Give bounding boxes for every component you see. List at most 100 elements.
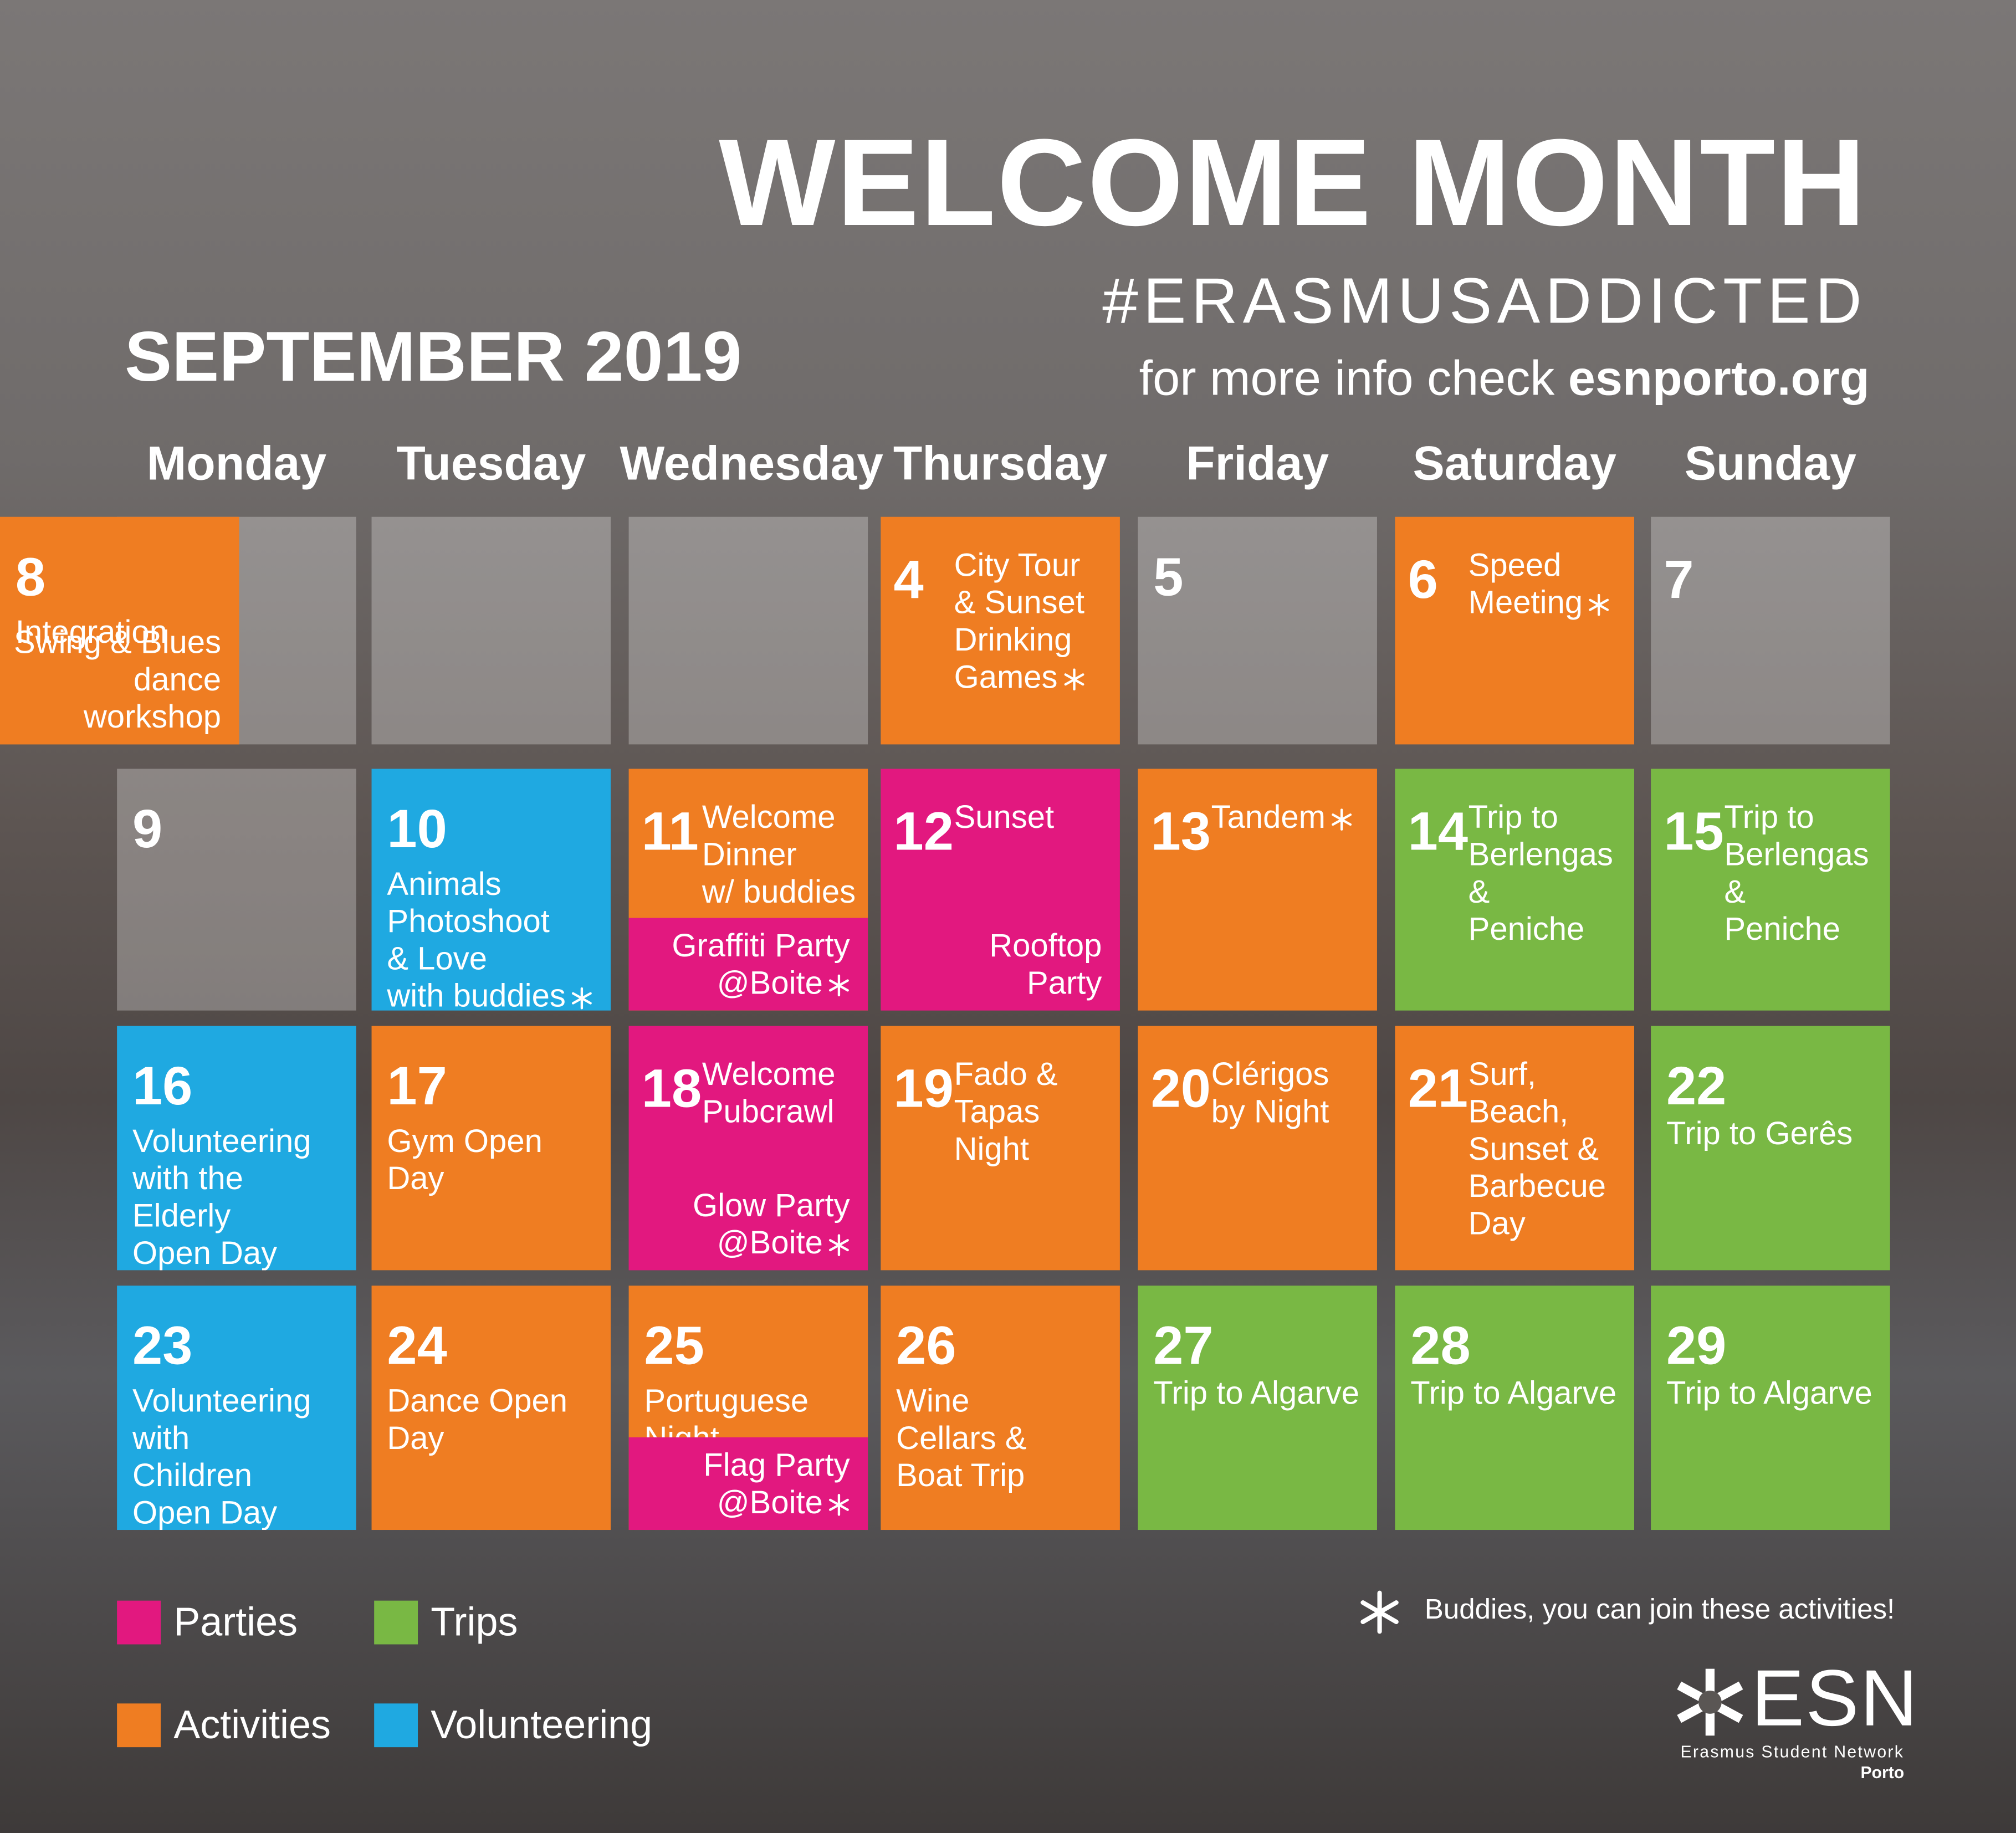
day-cell[interactable]: 7: [1651, 516, 1890, 745]
buddy-icon: [828, 1233, 849, 1256]
day-cell[interactable]: 28 Trip to Algarve: [1395, 1286, 1634, 1530]
event-text: Sunset: [954, 800, 1055, 836]
event-text: Glow Party @Boite: [692, 1187, 850, 1262]
event: Welcome Dinner w/ buddies: [702, 800, 868, 949]
event-text: Fado & Tapas Night: [954, 1057, 1058, 1168]
buddy-icon: [1332, 808, 1352, 831]
site[interactable]: esnporto.org: [1568, 352, 1870, 407]
event-text: Trip to Berlengas & Peniche: [1468, 800, 1613, 948]
event-text: Rooftop Party: [989, 928, 1102, 1002]
buddy-icon: [1063, 668, 1084, 690]
day-number: 11: [641, 801, 699, 862]
day-cell[interactable]: 10 Animals Photoshoot & Love with buddies: [371, 769, 611, 1011]
weekday: Wednesday: [620, 437, 883, 490]
day-number: 5: [1153, 546, 1184, 607]
legend-swatch: [374, 1703, 418, 1748]
day-number: 6: [1408, 549, 1438, 610]
month: SEPTEMBER 2019: [125, 316, 742, 396]
event-text: Dance Open Day: [387, 1383, 568, 1457]
info: for more info check esnporto.org: [1139, 352, 1870, 408]
event-text: Volunteering with Children Open Day: [132, 1383, 311, 1530]
day-cell[interactable]: 29 Trip to Algarve: [1651, 1286, 1890, 1530]
day-cell[interactable]: 26 Wine Cellars & Boat Trip: [881, 1286, 1120, 1530]
event: Flag Party @Boite: [703, 1448, 850, 1523]
event: Gym Open Day: [387, 1124, 542, 1199]
day-cell[interactable]: 21 Surf, Beach, Sunset & Barbecue Day: [1395, 1026, 1634, 1271]
event-text: Trip to Gerês: [1666, 1115, 1853, 1152]
event-text: Trip to Algarve: [1666, 1375, 1872, 1412]
event-slot: Glow Party @Boite: [628, 1177, 868, 1271]
event: Sunset: [954, 800, 1055, 837]
day-cell[interactable]: 12 Sunset Rooftop Party: [881, 769, 1120, 1011]
event-text: Trip to Algarve: [1410, 1375, 1617, 1412]
day-cell[interactable]: 23 Volunteering with Children Open Day: [117, 1286, 356, 1530]
day-number: 9: [132, 798, 163, 859]
day-number: 7: [1664, 549, 1694, 610]
day-cell[interactable]: 15 Trip to Berlengas & Peniche: [1651, 769, 1890, 1011]
day-cell[interactable]: 17 Gym Open Day: [371, 1026, 611, 1271]
event: Dance Open Day: [387, 1384, 567, 1458]
legend-label: Activities: [173, 1702, 331, 1748]
event-text: Clérigos by Night: [1211, 1057, 1329, 1130]
day-cell[interactable]: 14 Trip to Berlengas & Peniche: [1395, 769, 1634, 1011]
event-slot: Swing & Blues dance workshop: [0, 625, 239, 745]
buddy-icon: [1589, 593, 1609, 616]
event: Speed Meeting: [1468, 547, 1610, 622]
event-text: Graffiti Party @Boite: [672, 928, 850, 1002]
day-cell[interactable]: 22 Trip to Gerês: [1651, 1026, 1890, 1271]
event: Swing & Blues dance workshop: [0, 625, 221, 737]
day-number: 8: [15, 546, 46, 607]
day-number: 15: [1664, 801, 1724, 862]
event: Clérigos by Night: [1211, 1057, 1329, 1131]
event: Trip to Gerês: [1666, 1116, 1853, 1153]
event: Surf, Beach, Sunset & Barbecue Day: [1468, 1057, 1606, 1243]
hashtag: #ERASMUSADDICTED: [1102, 264, 1867, 337]
event: Tandem: [1211, 800, 1353, 837]
day-number: 13: [1150, 801, 1211, 862]
event: Trip to Algarve: [1153, 1376, 1359, 1413]
weekday: Monday: [146, 437, 327, 490]
event: Fado & Tapas Night: [954, 1057, 1058, 1169]
weekday: Sunday: [1684, 437, 1856, 490]
day-cell[interactable]: 16 Volunteering with the Elderly Open Day: [117, 1026, 356, 1271]
event-text: Swing & Blues dance workshop: [14, 624, 222, 736]
event-text: Speed Meeting: [1468, 547, 1583, 621]
event: Trip to Algarve: [1666, 1376, 1872, 1413]
day-cell[interactable]: 24 Dance Open Day: [371, 1286, 611, 1530]
day-number: 25: [644, 1315, 704, 1376]
day-number: 17: [387, 1055, 447, 1116]
day-number: 27: [1153, 1315, 1214, 1376]
day-number: 14: [1408, 801, 1468, 862]
day-cell[interactable]: 19 Fado & Tapas Night: [881, 1026, 1120, 1271]
day-cell[interactable]: 27 Trip to Algarve: [1138, 1286, 1377, 1530]
day-cell[interactable]: 25 Portuguese NightFlag Party @Boite: [628, 1286, 868, 1530]
event-text: Tandem: [1211, 800, 1326, 836]
day-number: 16: [132, 1055, 193, 1116]
info-text: for more info check: [1139, 352, 1568, 407]
day-number: 26: [896, 1315, 956, 1376]
weekday: Thursday: [893, 437, 1108, 490]
day-cell[interactable]: 6 Speed Meeting: [1395, 516, 1634, 745]
logo-full: Erasmus Student Network: [1680, 1742, 1905, 1762]
day-cell: [628, 516, 868, 745]
buddy-icon: [1360, 1590, 1399, 1634]
day-number: 12: [893, 801, 954, 862]
day-cell[interactable]: 13 Tandem: [1138, 769, 1377, 1011]
event: Graffiti Party @Boite: [672, 928, 850, 1003]
event-text: Welcome Dinner w/ buddies: [702, 800, 856, 910]
weekday: Friday: [1186, 437, 1329, 490]
day-cell[interactable]: 18 Welcome Pubcrawl Glow Party @Boite: [628, 1026, 868, 1271]
weekday: Tuesday: [396, 437, 586, 490]
day-cell[interactable]: 4 City Tour & Sunset Drinking Games: [881, 516, 1120, 745]
event: Rooftop Party: [989, 928, 1102, 1003]
logo-star: [1677, 1668, 1743, 1736]
day-cell[interactable]: 5: [1138, 516, 1377, 745]
day-cell[interactable]: 20 Clérigos by Night: [1138, 1026, 1377, 1271]
note: Buddies, you can join these activities!: [1424, 1593, 1895, 1625]
day-cell[interactable]: 11 Welcome Dinner w/ buddies Graffiti Part…: [628, 769, 868, 1011]
day-cell[interactable]: 9: [117, 769, 356, 1011]
event-text: Surf, Beach, Sunset & Barbecue Day: [1468, 1057, 1606, 1242]
